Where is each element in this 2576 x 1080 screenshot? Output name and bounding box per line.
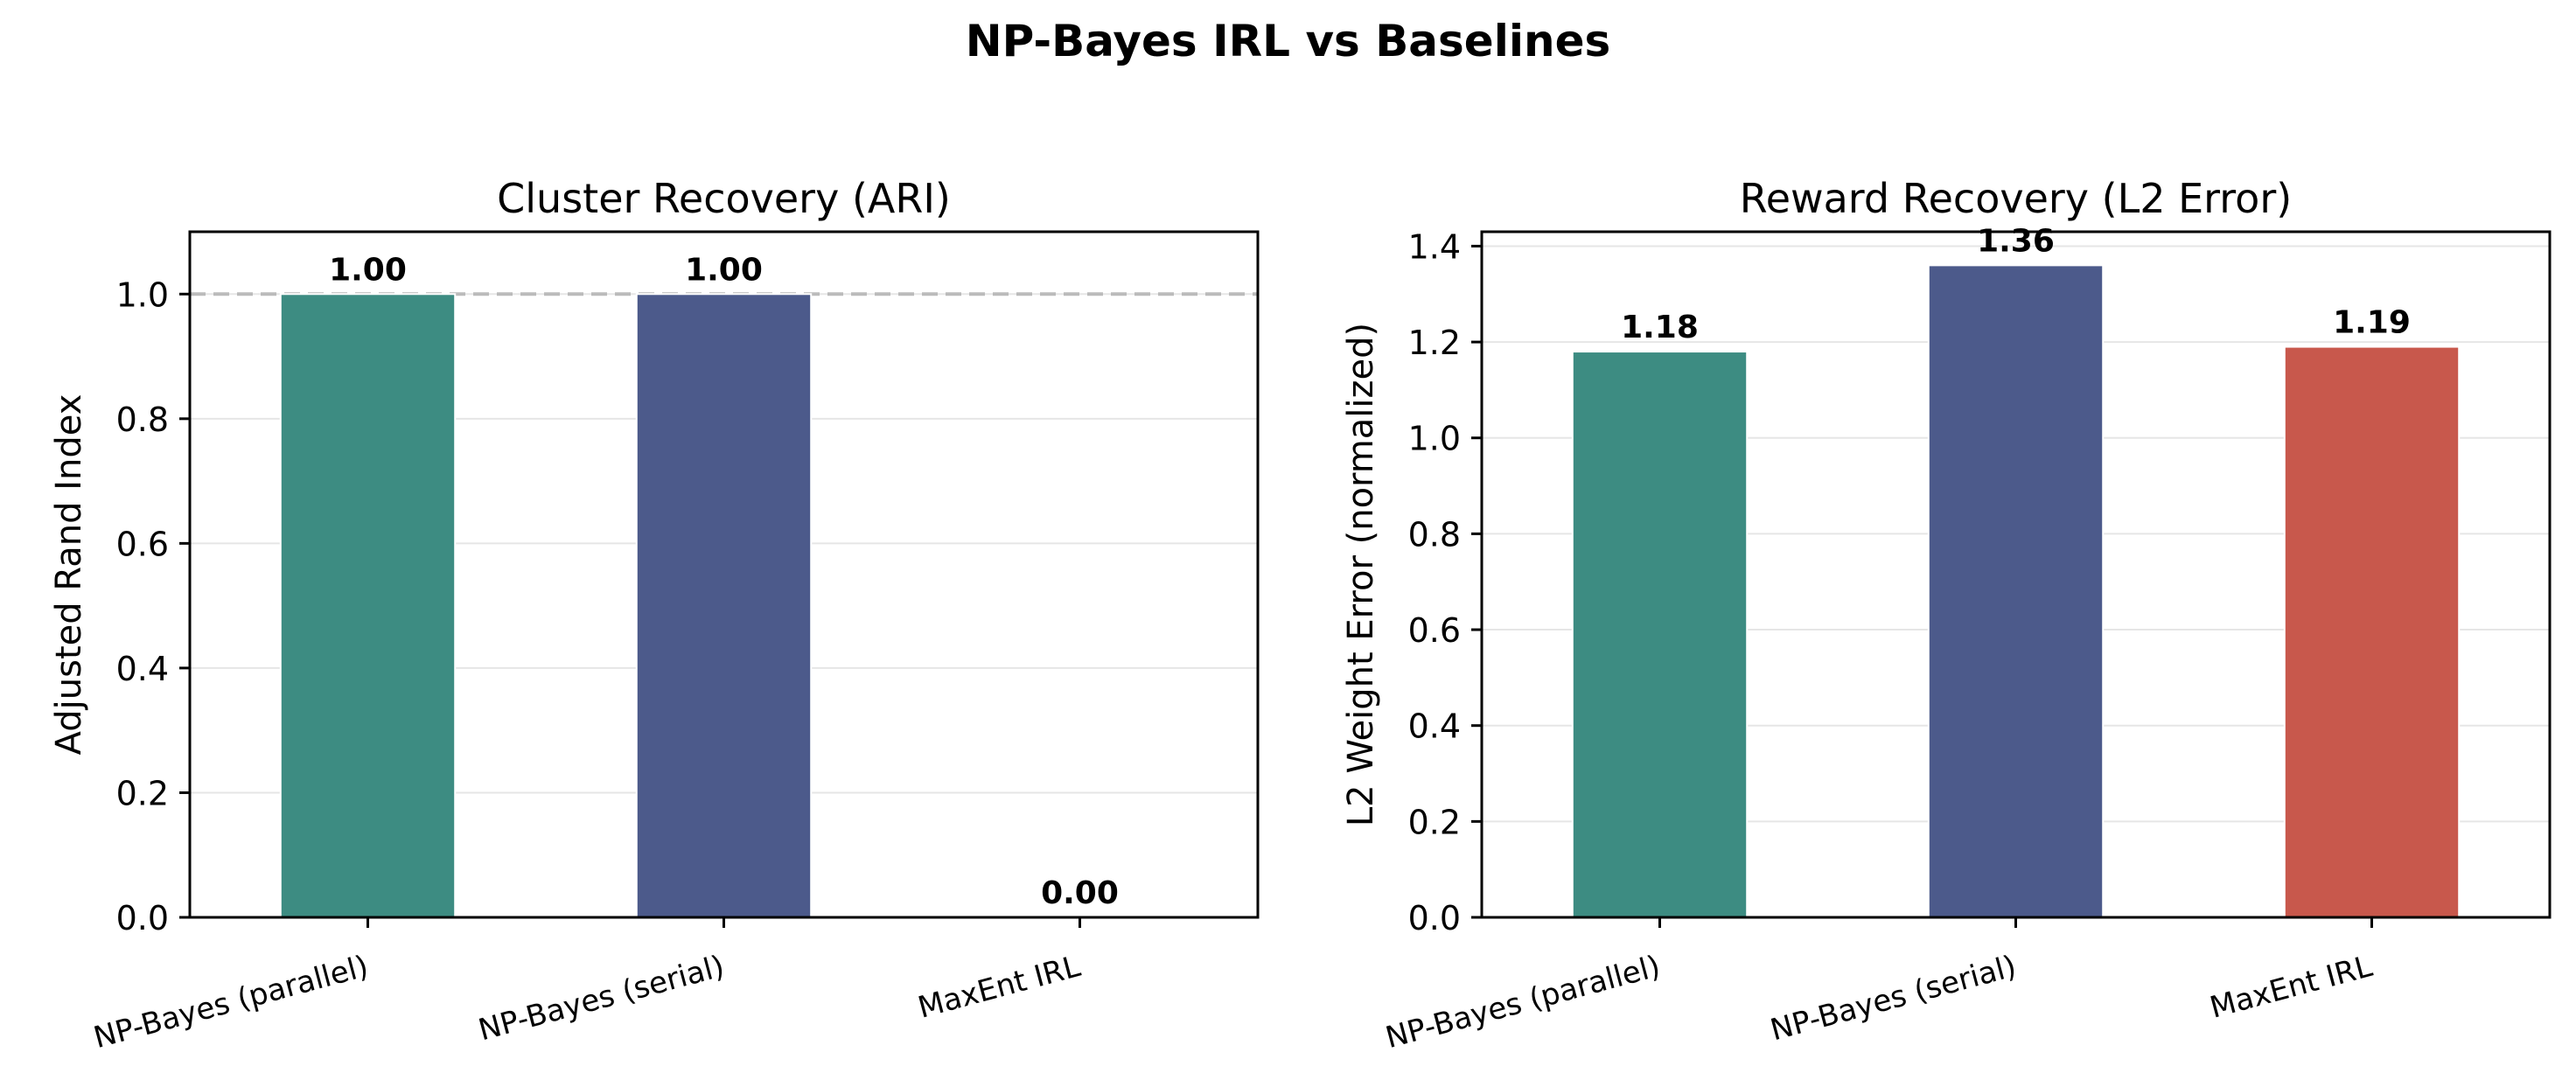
y-tick-label: 0.0: [1408, 899, 1461, 937]
bar: [1571, 351, 1749, 918]
y-tick-label: 0.2: [1408, 803, 1461, 841]
y-tick-label: 1.0: [116, 275, 169, 314]
figure-title: NP-Bayes IRL vs Baselines: [965, 16, 1611, 66]
x-tick-label: MaxEnt IRL: [2206, 949, 2376, 1026]
y-tick-label: 1.2: [1408, 324, 1461, 362]
y-tick-label: 0.2: [116, 774, 169, 812]
y-axis-label: L2 Weight Error (normalized): [1341, 323, 1381, 826]
x-tick-label: NP-Bayes (serial): [475, 949, 728, 1048]
data-label: 1.19: [2333, 305, 2411, 341]
bar: [1927, 264, 2105, 918]
y-tick-label: 0.4: [116, 650, 169, 688]
data-label: 1.00: [685, 252, 763, 288]
x-tick-label: MaxEnt IRL: [914, 949, 1084, 1026]
bar: [2283, 345, 2461, 918]
y-tick-label: 0.0: [116, 899, 169, 937]
y-tick-label: 0.4: [1408, 707, 1461, 746]
chart-panel-2: 1.18 1.36 1.19 0.0 0.2 0.4 0.6 0.8 1.0 1.2 1.4 NP-B…: [1341, 175, 2552, 1056]
y-tick-label: 0.8: [1408, 515, 1461, 554]
data-label: 1.36: [1977, 223, 2055, 259]
x-tick-label: NP-Bayes (parallel): [90, 949, 372, 1056]
y-axis-label: Adjusted Rand Index: [49, 394, 89, 756]
bar: [635, 293, 813, 919]
bar: [279, 293, 457, 919]
y-tick-label: 0.8: [116, 401, 169, 439]
y-tick-label: 1.0: [1408, 420, 1461, 458]
panel-title: Reward Recovery (L2 Error): [1740, 175, 2292, 222]
panel-title: Cluster Recovery (ARI): [497, 175, 951, 222]
data-label: 1.18: [1621, 310, 1699, 345]
chart-panel-1: 1.00 1.00 0.00 0.0 0.2 0.4 0.6 0.8 1.0 NP-Bayes (…: [49, 175, 1260, 1056]
x-tick-label: NP-Bayes (parallel): [1382, 949, 1664, 1056]
x-tick-label: NP-Bayes (serial): [1767, 949, 2020, 1048]
y-tick-label: 0.6: [1408, 611, 1461, 650]
y-tick-label: 0.6: [116, 525, 169, 563]
data-label: 0.00: [1041, 875, 1119, 911]
data-label: 1.00: [329, 252, 407, 288]
y-tick-label: 1.4: [1408, 227, 1461, 266]
